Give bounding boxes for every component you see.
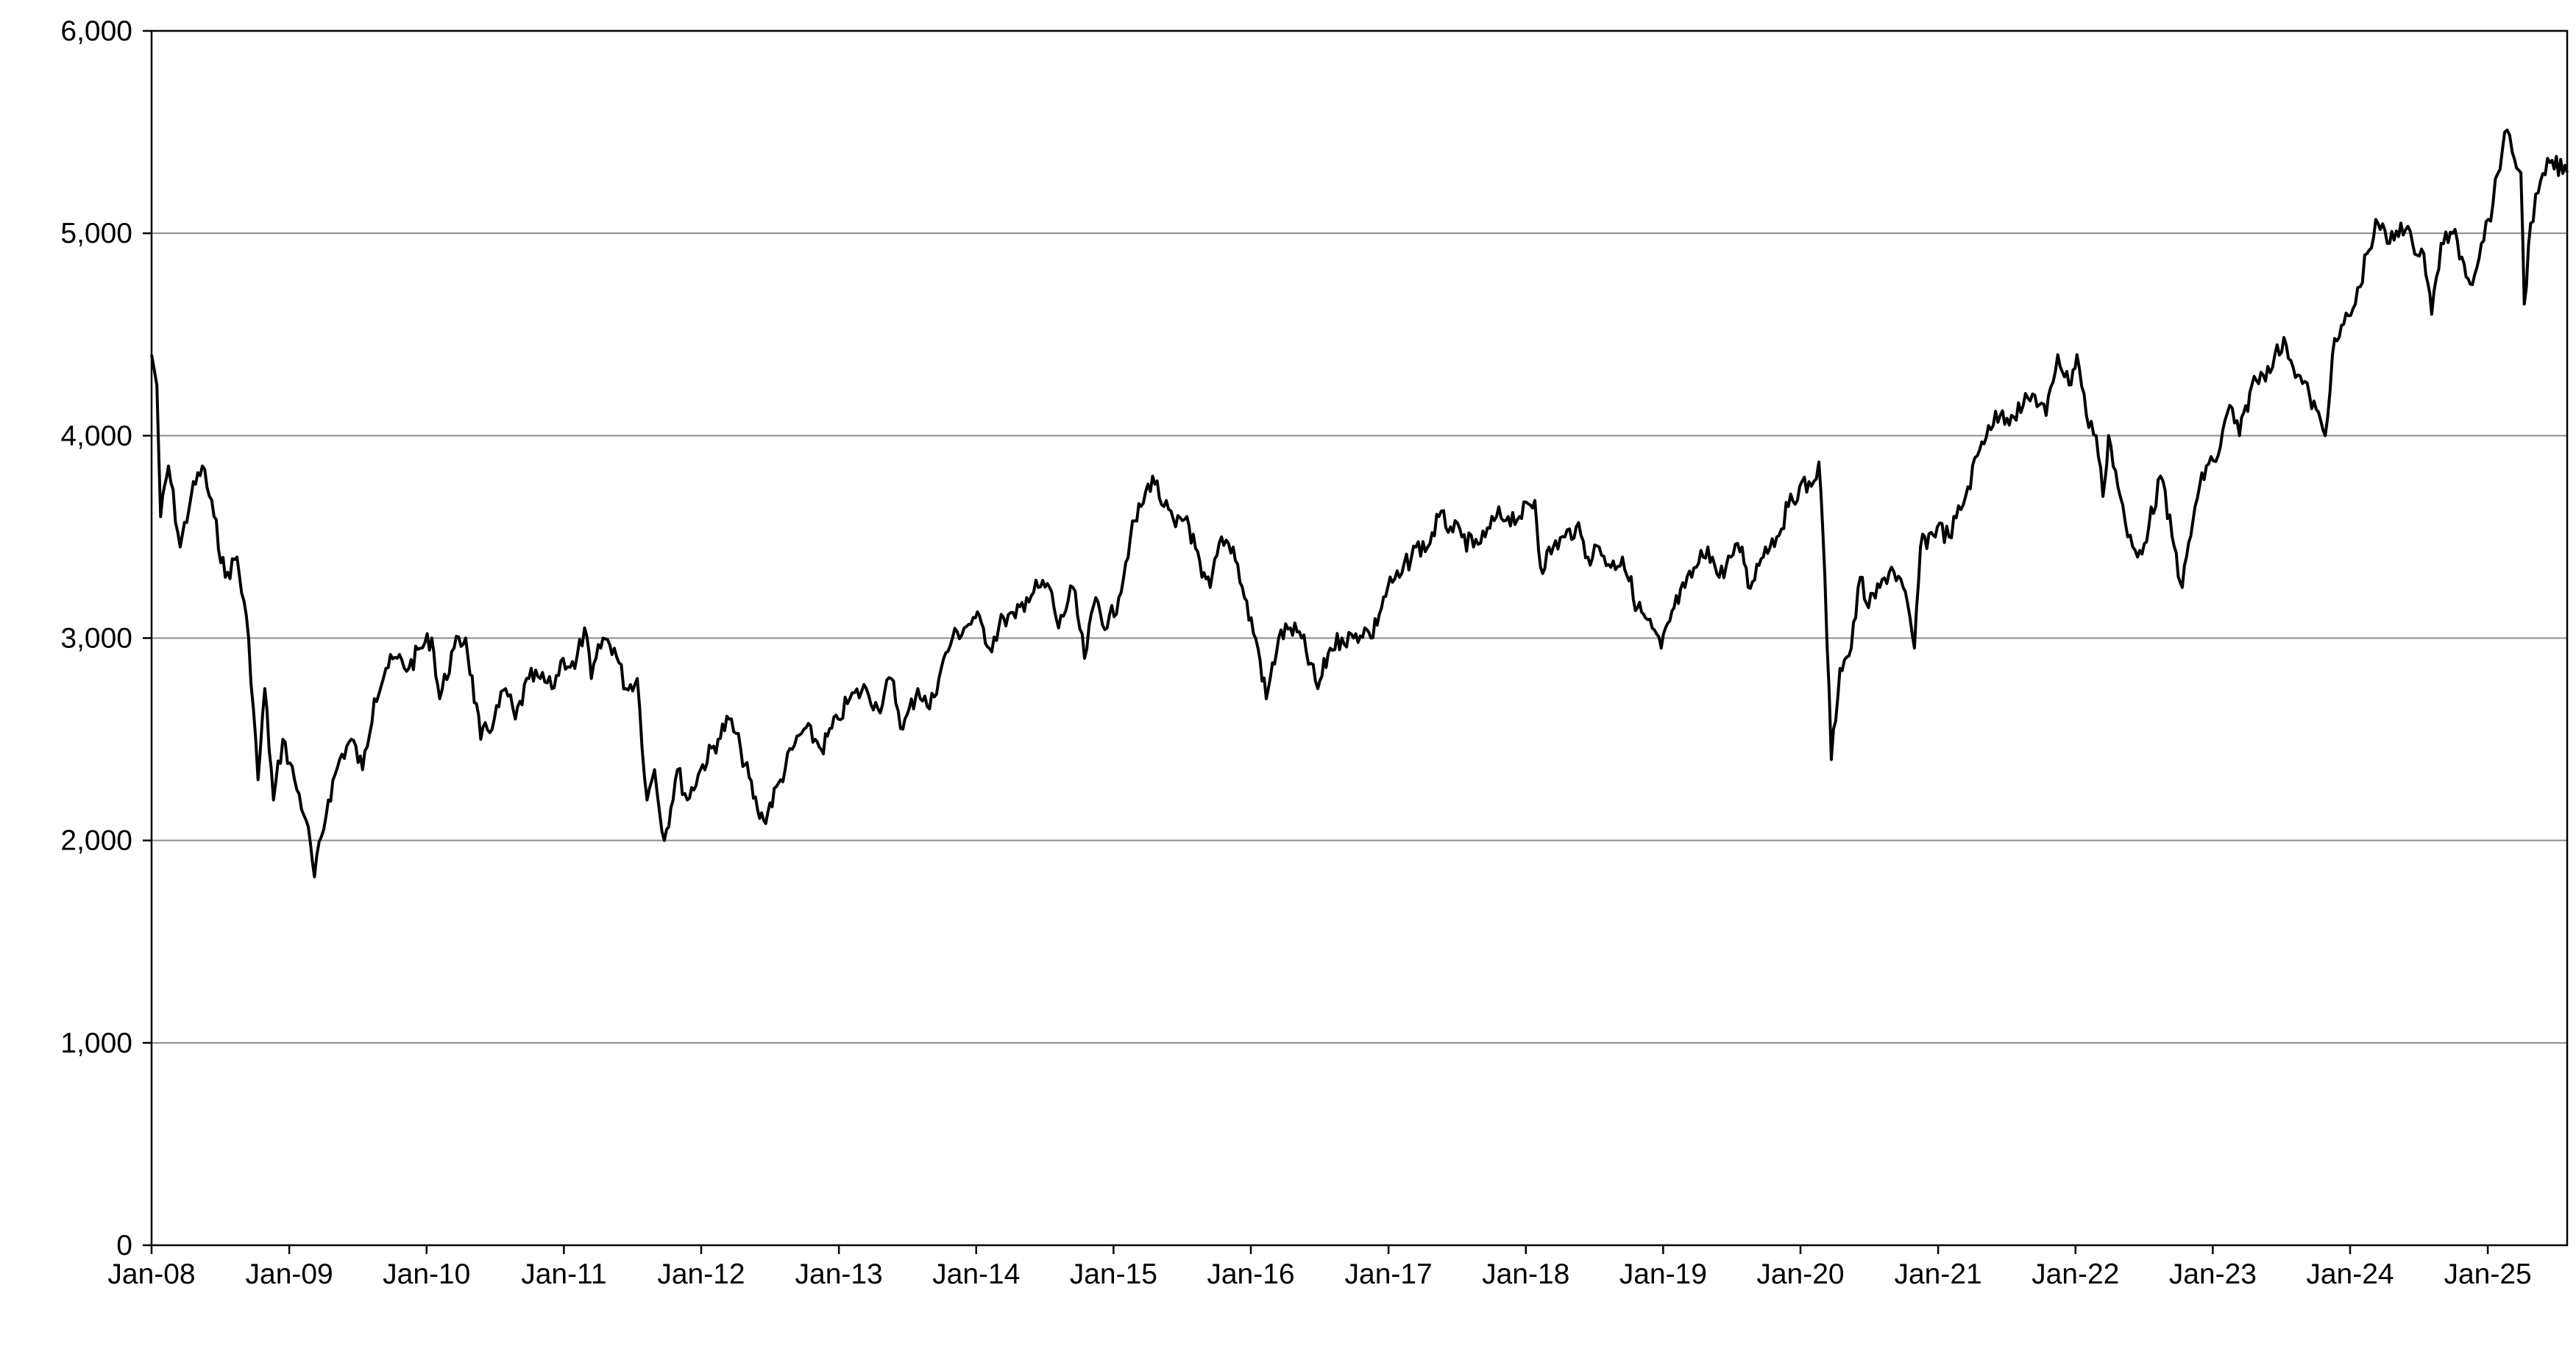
x-tick-label: Jan-20: [1756, 1258, 1844, 1290]
y-tick-label: 4,000: [60, 420, 132, 452]
series-line: [150, 128, 2569, 879]
x-tick-label: Jan-11: [521, 1258, 606, 1290]
x-tick-label: Jan-16: [1207, 1258, 1294, 1290]
x-tick-label: Jan-10: [383, 1258, 470, 1290]
y-axis-ticks: 0 1,000 2,000 3,000 4,000 5,000 6,000: [60, 15, 152, 1261]
x-tick-label: Jan-14: [932, 1258, 1020, 1290]
x-tick-label: Jan-12: [657, 1258, 745, 1290]
x-tick-label: Jan-09: [246, 1258, 333, 1290]
x-axis-ticks: Jan-08 Jan-09 Jan-10 Jan-11 Jan-12 Jan-13 Jan-…: [107, 1245, 2532, 1290]
y-tick-label: 2,000: [60, 825, 132, 857]
y-tick-label: 6,000: [60, 15, 132, 47]
x-tick-label: Jan-18: [1482, 1258, 1569, 1290]
y-tick-label: 0: [116, 1230, 132, 1261]
x-tick-label: Jan-08: [107, 1258, 195, 1290]
y-tick-label: 3,000: [60, 623, 132, 655]
plot-frame: [150, 29, 2569, 1247]
x-tick-label: Jan-21: [1894, 1258, 1981, 1290]
x-tick-label: Jan-17: [1345, 1258, 1433, 1290]
x-tick-label: Jan-15: [1070, 1258, 1157, 1290]
x-tick-label: Jan-13: [795, 1258, 883, 1290]
x-tick-label: Jan-19: [1619, 1258, 1707, 1290]
x-tick-label: Jan-25: [2444, 1258, 2531, 1290]
x-tick-label: Jan-22: [2032, 1258, 2119, 1290]
y-tick-label: 1,000: [60, 1028, 132, 1059]
x-tick-label: Jan-23: [2169, 1258, 2257, 1290]
y-tick-label: 5,000: [60, 218, 132, 249]
x-tick-label: Jan-24: [2306, 1258, 2394, 1290]
